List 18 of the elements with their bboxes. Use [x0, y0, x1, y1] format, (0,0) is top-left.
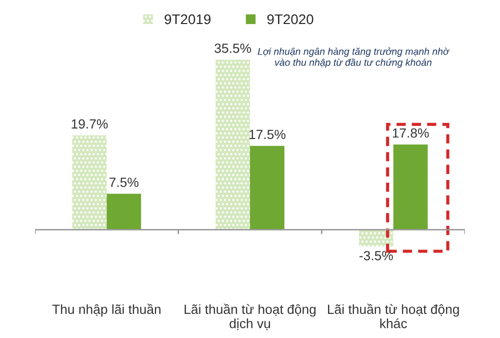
bar [250, 146, 284, 230]
data-label: 19.7% [72, 119, 108, 129]
legend-label: 9T2020 [267, 14, 314, 24]
bar [72, 135, 107, 230]
legend-label: 9T2019 [164, 14, 210, 24]
bar [393, 144, 428, 230]
data-label: 17.5% [250, 130, 286, 140]
data-label: 17.8% [392, 128, 429, 138]
annotation: Lợi nhuận ngân hàng tăng trưởng mạnh nhờ vào thu nhập từ đầu tư chứng khoán [258, 47, 450, 68]
data-label: 7.5% [110, 178, 138, 188]
x-tick-label: Lãi thuần từ hoạt động khác [328, 304, 459, 328]
bar [106, 194, 142, 230]
x-tick-label: Thu nhập lãi thuần [52, 304, 160, 317]
bar [358, 230, 394, 246]
x-tick-label: Lãi thuần từ hoạt động dịch vụ [184, 304, 316, 330]
bar [216, 60, 250, 230]
data-label: -3.5% [359, 250, 393, 260]
data-label: 35.5% [214, 44, 252, 53]
